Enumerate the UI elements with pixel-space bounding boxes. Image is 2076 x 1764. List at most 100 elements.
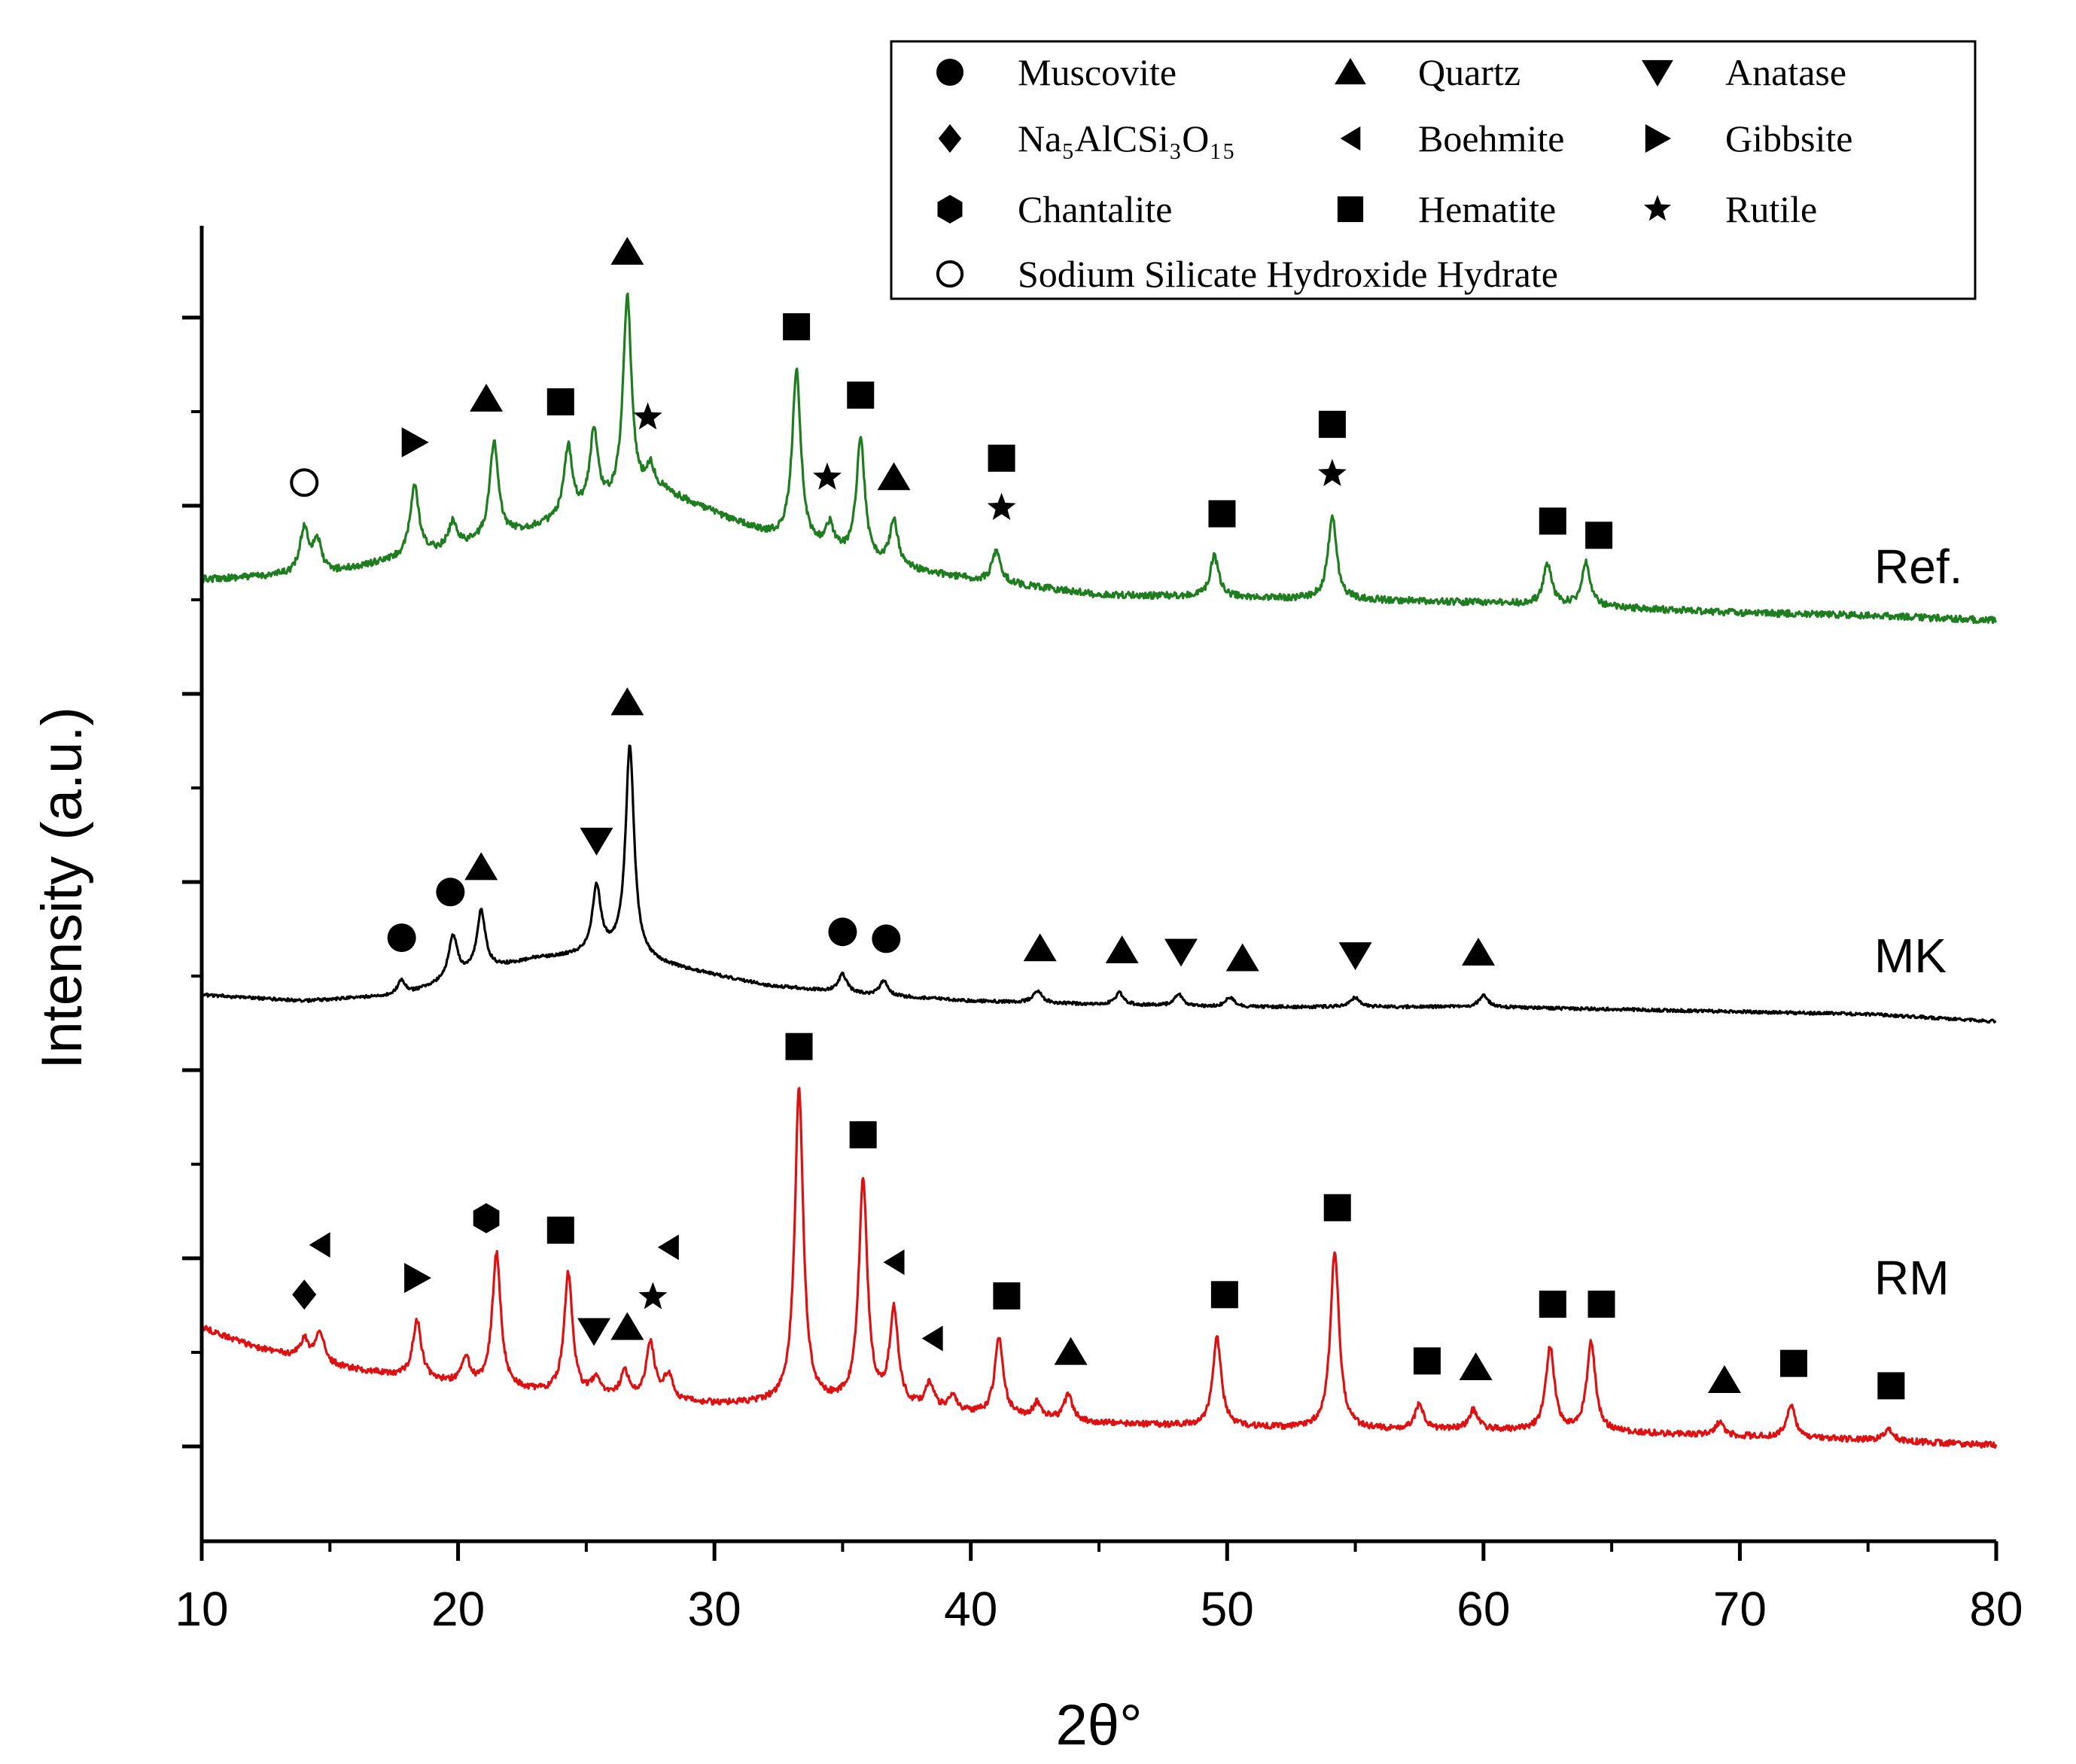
legend-marker-triangle-right	[1645, 124, 1672, 153]
legend-marker-square	[1337, 196, 1364, 223]
series-labels-layer: Ref. MK RM	[1874, 540, 1962, 1305]
peak-marker-square	[1208, 500, 1236, 528]
legend-marker-circle	[936, 58, 964, 87]
x-tick-label: 70	[1713, 1582, 1767, 1636]
legend-label: Sodium Silicate Hydroxide Hydrate	[1018, 253, 1558, 295]
peak-marker-triangle-up	[610, 1312, 644, 1340]
peak-marker-hexagon	[473, 1203, 500, 1233]
legend-label: Quartz	[1418, 51, 1520, 93]
peak-marker-square	[1413, 1347, 1441, 1375]
peak-marker-triangle-left	[657, 1234, 679, 1261]
series-label: RM	[1874, 1251, 1950, 1305]
series-curve-ref	[200, 292, 1998, 625]
series-curve-rm	[200, 1087, 1998, 1449]
x-ticks: 10 20 30 40 50 60 70 80	[175, 1541, 2023, 1636]
peak-marker-square	[783, 313, 811, 341]
peak-marker-triangle-up	[1459, 1352, 1493, 1380]
legend-label: Rutile	[1725, 188, 1817, 230]
peak-marker-triangle-up	[610, 236, 644, 265]
legend-label: Muscovite	[1018, 51, 1177, 93]
peak-marker-square	[1779, 1349, 1807, 1377]
peak-marker-square	[1585, 522, 1613, 549]
peak-marker-square	[988, 444, 1015, 472]
peak-marker-square	[1539, 507, 1566, 535]
legend: Muscovite Quartz Anatase Na₅AlCSi₃O₁₅ Boehmi…	[890, 40, 1977, 300]
legend-label: Chantalite	[1018, 188, 1173, 230]
legend-label: Anatase	[1725, 51, 1846, 93]
x-tick-label: 10	[175, 1582, 228, 1636]
axes-layer: 10 20 30 40 50 60 70 80 2θ° Intensity (a.u.)	[30, 226, 2023, 1757]
legend-label: Na₅AlCSi₃O₁₅	[1018, 117, 1235, 160]
peak-marker-square	[546, 1216, 574, 1244]
peak-marker-triangle-up	[877, 462, 911, 491]
peak-marker-square	[847, 382, 875, 409]
legend-marker-hexagon	[937, 195, 963, 224]
peak-marker-triangle-left	[309, 1232, 330, 1258]
x-tick-label: 40	[944, 1582, 997, 1636]
x-tick-label: 30	[688, 1582, 741, 1636]
peak-marker-circle	[436, 877, 465, 907]
peak-marker-square	[1539, 1290, 1566, 1318]
peak-marker-triangle-up	[1707, 1365, 1741, 1394]
peak-marker-triangle-right	[401, 427, 429, 458]
peak-marker-triangle-up	[470, 383, 504, 412]
peak-marker-triangle-up	[1054, 1337, 1088, 1365]
peak-marker-diamond	[292, 1279, 317, 1310]
peak-marker-square	[849, 1121, 877, 1148]
peak-marker-star	[638, 1282, 668, 1309]
legend-label: Boehmite	[1418, 117, 1564, 160]
legend-label: Hematite	[1418, 188, 1556, 230]
peak-marker-triangle-up	[1023, 933, 1057, 962]
peak-marker-triangle-up	[464, 852, 498, 880]
peak-marker-square	[1877, 1372, 1905, 1400]
peak-marker-square	[1318, 410, 1346, 438]
y-ticks	[182, 315, 202, 1449]
peak-marker-square	[993, 1282, 1021, 1310]
legend-box	[890, 40, 1977, 300]
curves-layer	[200, 292, 1998, 1449]
peak-marker-triangle-up	[1462, 937, 1496, 966]
peak-marker-star	[987, 492, 1016, 520]
legend-marker-triangle-down	[1642, 59, 1673, 87]
peak-marker-star	[633, 402, 662, 430]
x-tick-label: 60	[1457, 1582, 1510, 1636]
peak-marker-open-circle	[290, 468, 319, 497]
y-axis-title: Intensity (a.u.)	[30, 707, 94, 1069]
x-axis-title: 2θ°	[1056, 1693, 1143, 1757]
peak-marker-triangle-down	[577, 1318, 611, 1346]
x-tick-label: 50	[1201, 1582, 1254, 1636]
peak-marker-square	[1587, 1290, 1615, 1318]
legend-label: Gibbsite	[1725, 117, 1852, 160]
peak-marker-triangle-up	[1225, 943, 1259, 972]
peak-marker-square	[785, 1033, 813, 1060]
legend-marker-open-circle	[936, 260, 964, 288]
peak-marker-square	[1323, 1194, 1351, 1221]
peak-marker-square	[546, 388, 574, 415]
peak-marker-circle	[872, 924, 901, 953]
legend-marker-diamond	[938, 124, 962, 153]
legend-marker-triangle-left	[1340, 126, 1361, 151]
x-tick-label: 20	[431, 1582, 485, 1636]
legend-marker-triangle-up	[1335, 58, 1366, 85]
legend-marker-star	[1643, 195, 1672, 221]
peak-marker-triangle-up	[1105, 935, 1139, 964]
peak-marker-triangle-down	[1164, 938, 1198, 967]
peak-marker-square	[1210, 1281, 1238, 1309]
x-tick-label: 80	[1969, 1582, 2023, 1636]
peak-marker-triangle-down	[580, 827, 613, 856]
series-label: Ref.	[1874, 540, 1962, 594]
peak-marker-triangle-right	[404, 1263, 432, 1294]
peak-marker-triangle-down	[1338, 942, 1372, 971]
peak-marker-triangle-left	[921, 1325, 943, 1352]
series-label: MK	[1874, 929, 1947, 983]
peak-marker-circle	[828, 917, 857, 947]
peak-marker-triangle-left	[883, 1249, 905, 1276]
peak-marker-star	[813, 462, 842, 490]
peak-markers-layer	[290, 236, 1905, 1400]
peak-marker-circle	[387, 923, 416, 953]
series-curve-mk	[201, 744, 1997, 1024]
peak-marker-triangle-up	[610, 687, 644, 716]
peak-marker-star	[1317, 458, 1347, 486]
